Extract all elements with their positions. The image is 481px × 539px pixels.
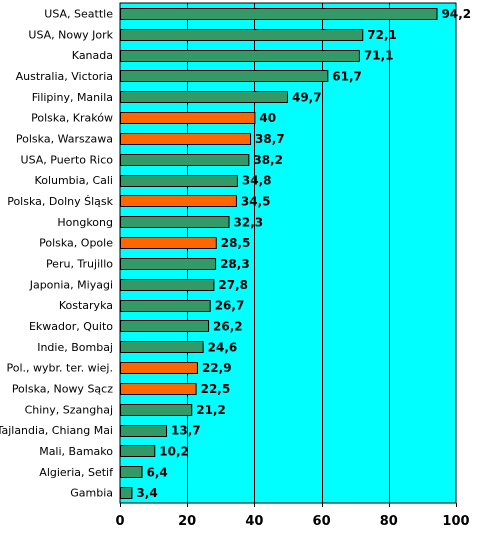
category-label: Japonia, Miyagi (29, 278, 113, 291)
x-tick-label: 100 (442, 514, 469, 529)
category-label: Mali, Bamako (39, 445, 113, 458)
bar-3 (120, 50, 360, 62)
value-label: 28,5 (221, 236, 251, 250)
category-label: Algieria, Setif (39, 466, 114, 479)
plot-area (119, 2, 457, 504)
category-label: USA, Seattle (44, 7, 113, 20)
category-label: Polska, Warszawa (16, 132, 113, 145)
category-label: Pol., wybr. ter. wiej. (7, 362, 113, 375)
bar-22 (120, 445, 156, 457)
value-label: 24,6 (208, 340, 238, 354)
category-label: Kolumbia, Cali (35, 174, 113, 187)
category-label: Kostaryka (59, 299, 113, 312)
value-label: 38,7 (255, 132, 285, 146)
bar-17 (120, 341, 204, 353)
category-label: Polska, Opole (39, 237, 113, 250)
value-label: 26,2 (213, 319, 243, 333)
bar-1 (120, 8, 438, 20)
category-label: Indie, Bombaj (37, 341, 113, 354)
bar-20 (120, 404, 193, 416)
bar-9 (120, 175, 238, 187)
bar-8 (120, 154, 250, 166)
bar-13 (120, 258, 217, 270)
category-label: Australia, Victoria (16, 70, 113, 83)
value-label: 94,2 (442, 7, 472, 21)
category-label: USA, Nowy Jork (28, 28, 113, 41)
bar-10 (120, 195, 237, 207)
category-label: Polska, Nowy Sącz (12, 382, 113, 395)
bar-6 (120, 112, 256, 124)
bar-18 (120, 362, 198, 374)
bar-11 (120, 216, 230, 228)
category-label: Hongkong (57, 216, 113, 229)
bar-12 (120, 237, 217, 249)
category-label: Kanada (72, 49, 113, 62)
value-label: 27,8 (218, 278, 248, 292)
value-label: 6,4 (147, 465, 168, 479)
bar-14 (120, 279, 215, 291)
bar-4 (120, 70, 329, 82)
value-label: 71,1 (364, 49, 394, 63)
bars (120, 8, 438, 499)
category-label: Filipiny, Manila (32, 91, 113, 104)
x-tick-label: 20 (178, 514, 196, 529)
value-label: 38,2 (253, 153, 283, 167)
x-tick-label: 40 (245, 514, 263, 529)
bar-19 (120, 383, 197, 395)
bar-24 (120, 487, 133, 499)
value-labels: 94,2 72,1 71,161,7 49,7 40 38,7 38,2 34,8 34,5 32… (136, 7, 471, 500)
value-label: 49,7 (292, 90, 322, 104)
value-label: 13,7 (171, 424, 201, 438)
category-label: Polska, Kraków (31, 112, 113, 125)
x-tick-label: 60 (313, 514, 331, 529)
value-label: 21,2 (196, 403, 226, 417)
x-tick-label: 80 (380, 514, 398, 529)
category-labels: USA, Seattle USA, Nowy Jork Kanada Australi… (0, 7, 114, 499)
category-label: Ekwador, Quito (29, 320, 113, 333)
category-label: USA, Puerto Rico (21, 153, 114, 166)
category-label: Tajlandia, Chiang Mai (0, 424, 113, 437)
category-label: Gambia (70, 487, 113, 500)
value-label: 28,3 (220, 257, 250, 271)
bar-7 (120, 133, 252, 145)
bar-16 (120, 320, 210, 332)
x-tick-label: 0 (115, 514, 124, 529)
x-axis: 0 20 40 60 80 100 (115, 503, 470, 529)
value-label: 10,2 (159, 444, 189, 458)
value-label: 72,1 (367, 28, 397, 42)
bar-23 (120, 466, 143, 478)
value-label: 26,7 (215, 299, 245, 313)
bar-2 (120, 29, 364, 41)
value-label: 22,5 (201, 382, 231, 396)
value-label: 34,5 (241, 194, 271, 208)
category-label: Chiny, Szanghaj (25, 403, 113, 416)
gridlines (187, 3, 390, 503)
category-label: Peru, Trujillo (46, 257, 113, 270)
bar-5 (120, 91, 288, 103)
value-label: 32,3 (234, 215, 264, 229)
bar-15 (120, 300, 211, 312)
value-label: 61,7 (332, 69, 362, 83)
category-label: Polska, Dolny Śląsk (7, 195, 113, 208)
value-label: 3,4 (136, 486, 157, 500)
value-label: 40 (259, 111, 276, 125)
value-label: 34,8 (242, 174, 272, 188)
bar-21 (120, 425, 168, 437)
value-label: 22,9 (202, 361, 232, 375)
